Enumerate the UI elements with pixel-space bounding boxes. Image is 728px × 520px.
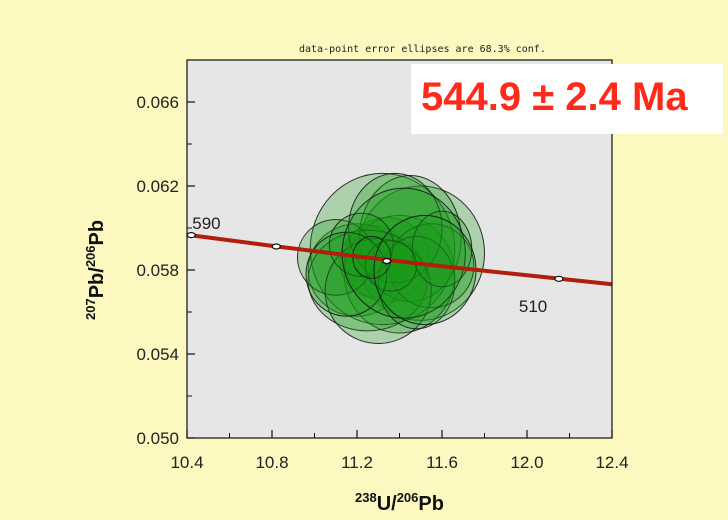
- x-tick-label: 11.6: [426, 453, 458, 472]
- y-tick-labels: 0.050 0.054 0.058 0.062 0.066: [136, 93, 179, 448]
- error-ellipse: [365, 240, 417, 292]
- age-marker: [554, 275, 564, 282]
- y-axis-mid: Pb/: [86, 267, 108, 299]
- x-axis-sup2: 206: [397, 490, 419, 505]
- concordia-curve: 590 510: [186, 214, 613, 316]
- confidence-note: data-point error ellipses are 68.3% conf…: [299, 44, 546, 55]
- y-axis-title: 207Pb/206Pb: [83, 220, 108, 320]
- x-tick-label: 11.2: [341, 453, 373, 472]
- error-ellipse: [356, 185, 485, 321]
- error-ellipse: [348, 172, 443, 284]
- x-axis-sup1: 238: [355, 490, 377, 505]
- y-tick-label: 0.050: [136, 429, 179, 448]
- error-ellipse: [358, 175, 462, 302]
- x-tick-label: 12.4: [595, 453, 628, 472]
- y-axis-sup1: 207: [83, 298, 98, 320]
- x-tick-label: 10.8: [255, 453, 288, 472]
- age-marker-label: 590: [192, 214, 220, 233]
- age-marker-label: 510: [519, 297, 547, 316]
- age-result-label: 544.9 ± 2.4 Ma: [421, 75, 688, 119]
- concordia-age-point: [382, 257, 392, 265]
- y-tick-label: 0.062: [136, 177, 179, 196]
- y-tick-label: 0.058: [136, 261, 179, 280]
- x-tick-label: 10.4: [170, 453, 203, 472]
- axis-ticks: [186, 101, 613, 439]
- x-axis-end: Pb: [418, 493, 444, 515]
- age-marker: [186, 232, 196, 239]
- y-axis-end: Pb: [86, 220, 108, 246]
- age-marker: [271, 243, 281, 250]
- concordia-line: [186, 232, 613, 287]
- y-tick-label: 0.054: [136, 345, 179, 364]
- x-tick-labels: 10.4 10.8 11.2 11.6 12.0 12.4: [170, 453, 628, 472]
- x-axis-title: 238U/206Pb: [355, 490, 444, 515]
- y-tick-label: 0.066: [136, 93, 179, 112]
- result-label-box: [411, 64, 723, 134]
- x-axis-main: U/: [377, 493, 397, 515]
- y-axis-sup2: 206: [83, 245, 98, 267]
- x-tick-label: 12.0: [510, 453, 543, 472]
